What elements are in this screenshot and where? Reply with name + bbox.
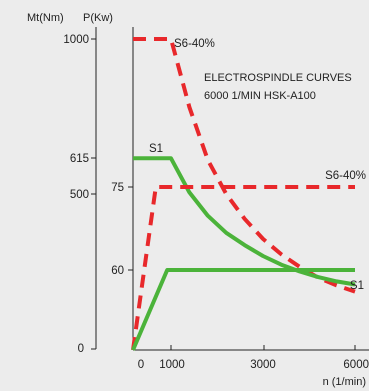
torque-tick-615: 615 bbox=[70, 153, 96, 165]
annotation-torque-s1: S1 bbox=[149, 143, 163, 155]
torque-tick-label: 500 bbox=[70, 189, 89, 201]
power-tick-60: 60 bbox=[111, 265, 133, 277]
power-tick-label: 60 bbox=[111, 265, 124, 277]
series-line-torque-s6-40 bbox=[133, 37, 356, 294]
series-line-power-s6-40 bbox=[131, 185, 355, 351]
x-tick-label: 1000 bbox=[159, 359, 185, 371]
chart-title-line-2: 6000 1/MIN HSK-A100 bbox=[204, 90, 316, 102]
x-tick-label: 6000 bbox=[343, 359, 369, 371]
power-tick-label: 75 bbox=[111, 182, 124, 194]
series-line-torque-s1 bbox=[133, 156, 356, 287]
annotation-power-s6: S6-40% bbox=[325, 170, 366, 182]
series-line-power-s1 bbox=[131, 268, 355, 351]
torque-axis-label: Mt(Nm) bbox=[27, 12, 64, 24]
annotation-torque-s6: S6-40% bbox=[174, 38, 215, 50]
torque-tick-500: 500 bbox=[70, 189, 96, 201]
x-tick-label: 0 bbox=[138, 359, 144, 371]
torque-tick-0: 0 bbox=[78, 343, 96, 355]
annotation-power-s1: S1 bbox=[350, 280, 364, 292]
torque-tick-1000: 1000 bbox=[63, 34, 96, 46]
power-tick-75: 75 bbox=[111, 182, 133, 194]
torque-tick-label: 0 bbox=[78, 343, 84, 355]
x-axis-label: n (1/min) bbox=[323, 376, 366, 388]
torque-tick-label: 615 bbox=[70, 153, 89, 165]
x-tick-label: 3000 bbox=[250, 359, 276, 371]
chart-title-line-1: ELECTROSPINDLE CURVES bbox=[204, 72, 352, 84]
x-tick-1000: 1000 bbox=[159, 345, 185, 371]
series-layer bbox=[131, 37, 356, 351]
x-tick-6000: 6000 bbox=[343, 345, 369, 371]
torque-tick-label: 1000 bbox=[63, 34, 89, 46]
power-axis-label: P(Kw) bbox=[83, 12, 113, 24]
x-tick-3000: 3000 bbox=[250, 345, 276, 371]
